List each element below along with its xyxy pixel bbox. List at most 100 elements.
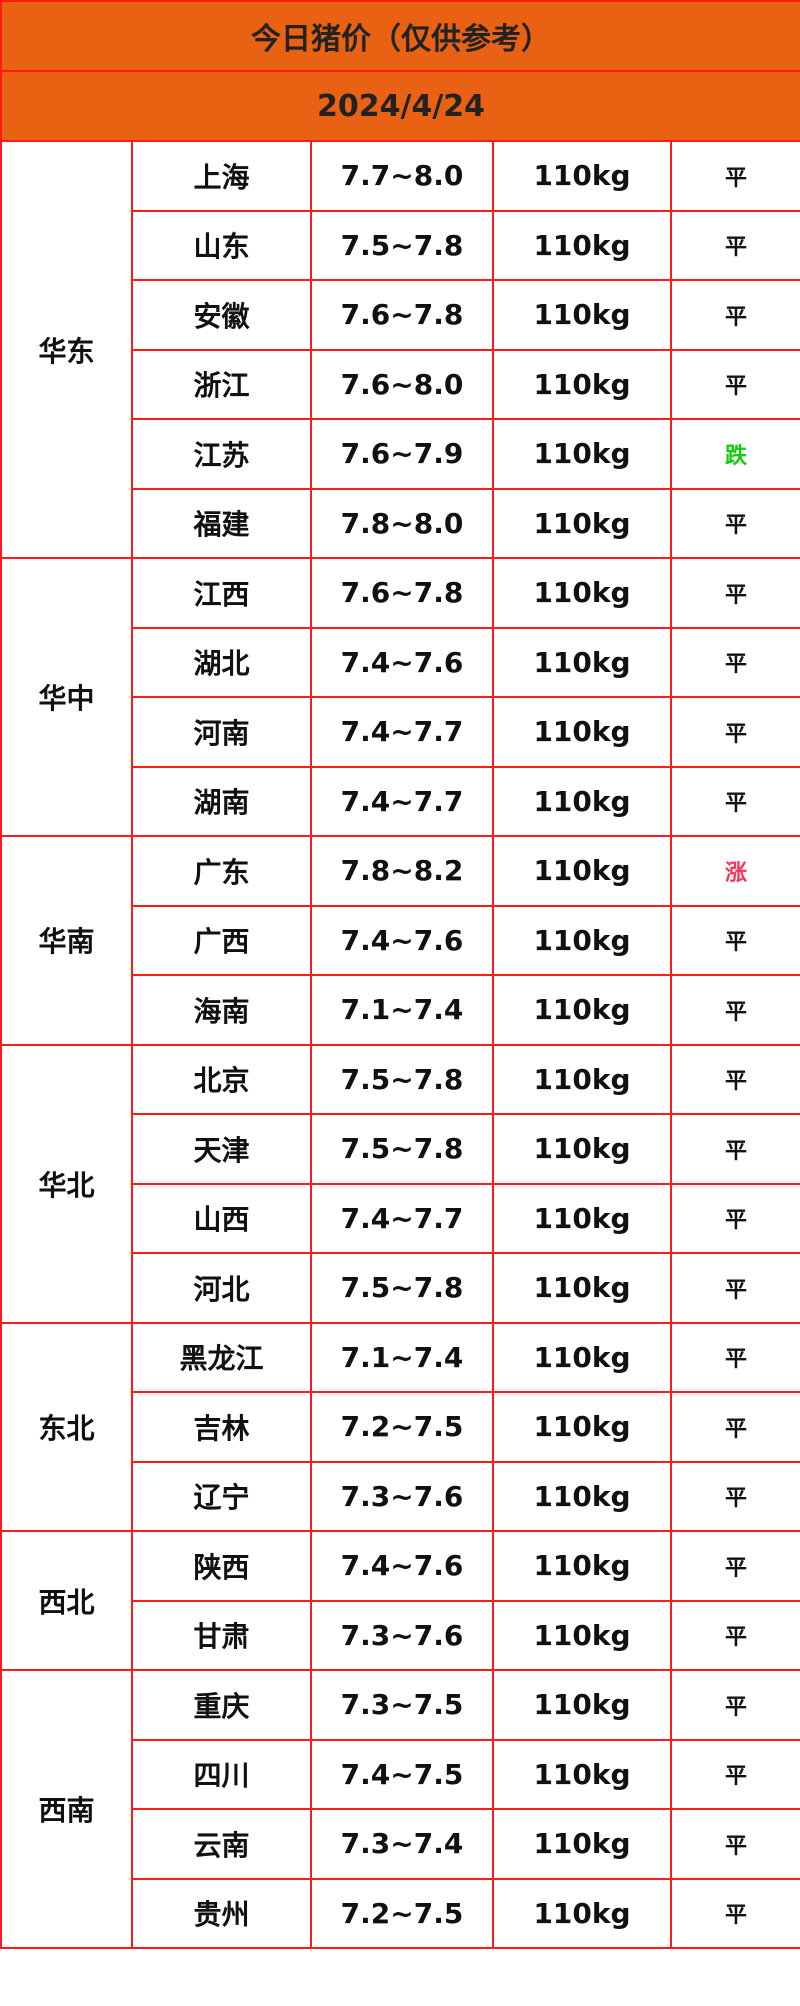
- table-row: 山西 7.4~7.7 110kg 平: [1, 1182, 800, 1254]
- table-row: 海南 7.1~7.4 110kg 平: [1, 974, 800, 1046]
- trend-cell: 涨: [669, 835, 800, 907]
- weight-cell: 110kg: [492, 1669, 672, 1741]
- province-cell: 湖北: [131, 626, 312, 698]
- region-cell: 华南: [0, 835, 133, 1046]
- price-cell: 7.2~7.5: [310, 1877, 494, 1949]
- price-cell: 7.8~8.0: [310, 487, 494, 559]
- region-cell: 华东: [0, 140, 133, 559]
- province-cell: 四川: [131, 1738, 312, 1810]
- table-row: 甘肃 7.3~7.6 110kg 平: [1, 1599, 800, 1671]
- table-row: 云南 7.3~7.4 110kg 平: [1, 1808, 800, 1880]
- weight-cell: 110kg: [492, 974, 672, 1046]
- weight-cell: 110kg: [492, 1252, 672, 1324]
- trend-cell: 平: [669, 1738, 800, 1810]
- trend-cell: 平: [669, 1599, 800, 1671]
- weight-cell: 110kg: [492, 1530, 672, 1602]
- weight-cell: 110kg: [492, 348, 672, 420]
- price-cell: 7.4~7.7: [310, 765, 494, 837]
- table-row: 华南 广东 7.8~8.2 110kg 涨: [0, 835, 800, 1046]
- price-cell: 7.4~7.5: [310, 1738, 494, 1810]
- region-cell: 西北: [0, 1530, 133, 1671]
- trend-cell: 平: [669, 974, 800, 1046]
- table-row: 华北 北京 7.5~7.8 110kg 平: [0, 1043, 800, 1324]
- table-row: 河北 7.5~7.8 110kg 平: [1, 1252, 800, 1324]
- province-cell: 山东: [131, 209, 312, 281]
- weight-cell: 110kg: [492, 765, 672, 837]
- price-cell: 7.4~7.6: [310, 626, 494, 698]
- weight-cell: 110kg: [492, 1321, 672, 1393]
- price-cell: 7.7~8.0: [310, 140, 494, 212]
- region-cell: 东北: [0, 1321, 133, 1532]
- price-cell: 7.5~7.8: [310, 209, 494, 281]
- trend-cell: 平: [669, 279, 800, 351]
- weight-cell: 110kg: [492, 1391, 672, 1463]
- trend-cell: 平: [669, 209, 800, 281]
- province-cell: 天津: [131, 1113, 312, 1185]
- trend-cell: 平: [669, 1669, 800, 1741]
- province-cell: 云南: [131, 1808, 312, 1880]
- province-cell: 辽宁: [131, 1460, 312, 1532]
- trend-cell: 平: [669, 1043, 800, 1115]
- trend-cell: 平: [669, 1530, 800, 1602]
- trend-cell: 平: [669, 1113, 800, 1185]
- weight-cell: 110kg: [492, 626, 672, 698]
- trend-cell: 平: [669, 1460, 800, 1532]
- weight-cell: 110kg: [492, 1599, 672, 1671]
- price-cell: 7.4~7.6: [310, 904, 494, 976]
- price-cell: 7.4~7.6: [310, 1530, 494, 1602]
- province-cell: 上海: [131, 140, 312, 212]
- trend-cell: 平: [669, 765, 800, 837]
- trend-cell: 平: [669, 557, 800, 629]
- province-cell: 江苏: [131, 418, 312, 490]
- price-cell: 7.5~7.8: [310, 1043, 494, 1115]
- trend-cell: 平: [669, 696, 800, 768]
- table-row: 西南 重庆 7.3~7.5 110kg 平: [0, 1669, 800, 1949]
- weight-cell: 110kg: [492, 1182, 672, 1254]
- table-row: 华东 上海 7.7~8.0 110kg 平: [0, 140, 800, 559]
- province-cell: 广东: [131, 835, 312, 907]
- price-cell: 7.6~8.0: [310, 348, 494, 420]
- weight-cell: 110kg: [492, 209, 672, 281]
- weight-cell: 110kg: [492, 835, 672, 907]
- province-cell: 河南: [131, 696, 312, 768]
- province-cell: 湖南: [131, 765, 312, 837]
- province-cell: 山西: [131, 1182, 312, 1254]
- weight-cell: 110kg: [492, 140, 672, 212]
- trend-cell: 平: [669, 1252, 800, 1324]
- province-cell: 海南: [131, 974, 312, 1046]
- price-cell: 7.5~7.8: [310, 1252, 494, 1324]
- trend-cell: 平: [669, 904, 800, 976]
- table-row: 浙江 7.6~8.0 110kg 平: [1, 348, 800, 420]
- table-row: 湖北 7.4~7.6 110kg 平: [1, 626, 800, 698]
- weight-cell: 110kg: [492, 1738, 672, 1810]
- table-row: 河南 7.4~7.7 110kg 平: [1, 696, 800, 768]
- region-cell: 华中: [0, 557, 133, 837]
- trend-cell: 平: [669, 1808, 800, 1880]
- weight-cell: 110kg: [492, 1877, 672, 1949]
- table-row: 江苏 7.6~7.9 110kg 跌: [1, 418, 800, 490]
- price-cell: 7.6~7.8: [310, 279, 494, 351]
- price-cell: 7.1~7.4: [310, 1321, 494, 1393]
- weight-cell: 110kg: [492, 1043, 672, 1115]
- weight-cell: 110kg: [492, 557, 672, 629]
- province-cell: 黑龙江: [131, 1321, 312, 1393]
- weight-cell: 110kg: [492, 904, 672, 976]
- province-cell: 浙江: [131, 348, 312, 420]
- trend-cell: 平: [669, 1321, 800, 1393]
- table-row: 贵州 7.2~7.5 110kg 平: [1, 1877, 800, 1949]
- table-row: 吉林 7.2~7.5 110kg 平: [1, 1391, 800, 1463]
- province-cell: 福建: [131, 487, 312, 559]
- table-row: 四川 7.4~7.5 110kg 平: [1, 1738, 800, 1810]
- table-row: 山东 7.5~7.8 110kg 平: [1, 209, 800, 281]
- table-row: 西北 陕西 7.4~7.6 110kg 平: [0, 1530, 800, 1671]
- weight-cell: 110kg: [492, 1460, 672, 1532]
- trend-cell: 平: [669, 1391, 800, 1463]
- trend-cell: 平: [669, 1182, 800, 1254]
- table-row: 天津 7.5~7.8 110kg 平: [1, 1113, 800, 1185]
- region-cell: 华北: [0, 1043, 133, 1324]
- price-cell: 7.3~7.6: [310, 1460, 494, 1532]
- province-cell: 江西: [131, 557, 312, 629]
- province-cell: 河北: [131, 1252, 312, 1324]
- price-cell: 7.5~7.8: [310, 1113, 494, 1185]
- pig-price-table: 今日猪价（仅供参考） 2024/4/24 华东 上海 7.7~8.0 110kg 平山东…: [0, 0, 800, 1949]
